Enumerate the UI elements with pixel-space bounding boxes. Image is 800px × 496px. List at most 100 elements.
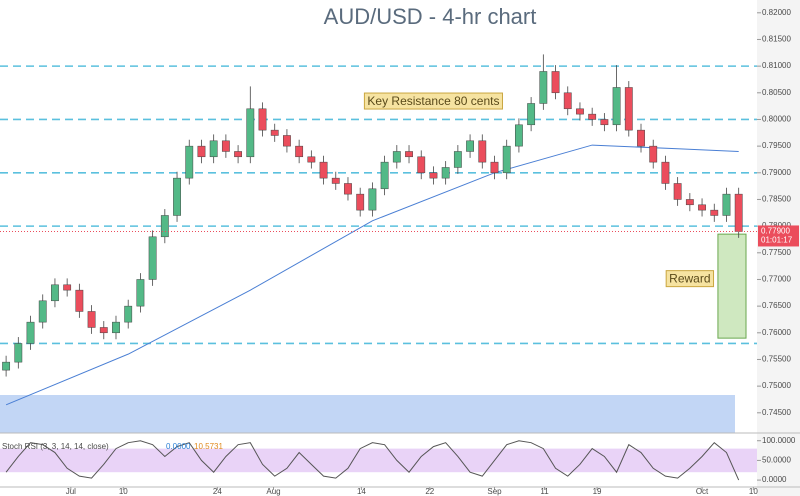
candle-body bbox=[51, 284, 59, 302]
candle-body bbox=[307, 156, 316, 163]
annotation-box bbox=[665, 270, 715, 288]
candle-body bbox=[490, 161, 499, 174]
candle-body bbox=[624, 87, 633, 131]
candle-body bbox=[551, 71, 560, 94]
last-price-box bbox=[758, 225, 799, 247]
candle-body bbox=[478, 140, 487, 163]
x-tick-label: 22 bbox=[425, 487, 434, 496]
candle-body bbox=[246, 108, 255, 158]
y-tick-label: 0.80000 bbox=[762, 115, 791, 124]
y-tick-label: 0.77500 bbox=[762, 248, 791, 257]
candle-body bbox=[344, 183, 352, 195]
candle-body bbox=[197, 145, 206, 158]
y-tick-label: 0.81000 bbox=[762, 61, 791, 70]
candle-body bbox=[209, 140, 218, 158]
candle-body bbox=[75, 289, 84, 312]
stoch-band bbox=[0, 448, 757, 473]
candle-body bbox=[2, 361, 11, 371]
y-tick-label: 0.76500 bbox=[762, 301, 791, 310]
candle-body bbox=[539, 71, 548, 104]
candle-body bbox=[14, 343, 23, 363]
candle-body bbox=[417, 156, 426, 174]
candle-body bbox=[63, 284, 72, 291]
candle-body bbox=[588, 113, 597, 120]
candle-body bbox=[405, 151, 413, 158]
x-tick-label: 10 bbox=[119, 487, 128, 496]
stoch-k-value: 0.0000 bbox=[166, 442, 191, 451]
annotation-box bbox=[363, 92, 503, 110]
chart-title: AUD/USD - 4-hr chart bbox=[324, 4, 537, 29]
stoch-tick-label: 50.0000 bbox=[762, 456, 791, 465]
candle-body bbox=[270, 129, 279, 136]
candle-body bbox=[124, 305, 133, 323]
candle-body bbox=[368, 188, 377, 211]
candle-body bbox=[576, 108, 584, 115]
stoch-tick-label: 100.0000 bbox=[762, 436, 796, 445]
candle-body bbox=[734, 193, 743, 232]
candle-body bbox=[380, 161, 389, 190]
y-tick-label: 0.74500 bbox=[762, 408, 791, 417]
candle-body bbox=[185, 145, 194, 179]
candle-body bbox=[221, 140, 230, 152]
candle-body bbox=[502, 145, 511, 174]
x-tick-label: 19 bbox=[593, 487, 602, 496]
candle-body bbox=[234, 151, 243, 158]
candle-body bbox=[283, 135, 291, 147]
candle-body bbox=[527, 103, 536, 126]
reward-zone bbox=[717, 233, 747, 339]
annotation: Key Resistance 80 cents bbox=[367, 94, 499, 108]
candle-body bbox=[26, 321, 35, 344]
candle-body bbox=[429, 172, 438, 179]
candle-body bbox=[612, 87, 621, 126]
candle-body bbox=[563, 92, 572, 110]
annotation: Reward bbox=[669, 272, 710, 286]
y-tick-label: 0.76000 bbox=[762, 328, 791, 337]
stoch-name: Stoch RSI (3, 3, 14, 14, close) bbox=[2, 442, 109, 451]
x-tick-label: 11 bbox=[540, 487, 549, 496]
candle-body bbox=[295, 145, 304, 158]
candle-body bbox=[99, 327, 108, 334]
y-tick-label: 0.79500 bbox=[762, 141, 791, 150]
x-tick-label: Jul bbox=[66, 487, 76, 496]
candle-body bbox=[87, 311, 96, 328]
candle-body bbox=[466, 140, 474, 152]
y-tick-label: 0.75500 bbox=[762, 355, 791, 364]
x-tick-label: 24 bbox=[213, 487, 222, 496]
y-tick-label: 0.78500 bbox=[762, 195, 791, 204]
countdown: 01:01:17 bbox=[761, 236, 793, 245]
candle-body bbox=[441, 167, 450, 179]
candle-body bbox=[38, 300, 47, 323]
y-tick-label: 0.82000 bbox=[762, 8, 791, 17]
candle-body bbox=[392, 151, 401, 163]
candle-body bbox=[319, 161, 328, 179]
stoch-k-line bbox=[5, 440, 740, 481]
candle-body bbox=[136, 279, 145, 307]
y-tick-label: 0.79000 bbox=[762, 168, 791, 177]
candle-body bbox=[356, 193, 365, 211]
candle-body bbox=[637, 129, 645, 147]
candle-body bbox=[722, 193, 731, 216]
y-tick-label: 0.75000 bbox=[762, 381, 791, 390]
y-tick-label: 0.80500 bbox=[762, 88, 791, 97]
x-tick-label: 14 bbox=[357, 487, 366, 496]
candle-body bbox=[148, 236, 157, 280]
stoch-d-value: 10.5731 bbox=[194, 442, 223, 451]
x-tick-label: Aug bbox=[266, 487, 280, 496]
candle-body bbox=[698, 204, 706, 211]
last-price-label: 0.77900 bbox=[761, 227, 790, 236]
candle-body bbox=[514, 124, 523, 147]
x-tick-label: Oct bbox=[696, 487, 709, 496]
candle-body bbox=[600, 119, 609, 126]
candle-body bbox=[258, 108, 267, 131]
candle-body bbox=[453, 151, 462, 168]
candle-body bbox=[661, 161, 670, 184]
candle-body bbox=[331, 177, 340, 184]
stoch-tick-label: 0.0000 bbox=[762, 475, 787, 484]
candle-body bbox=[685, 199, 694, 206]
candle-body bbox=[649, 145, 658, 163]
candle-body bbox=[160, 215, 169, 238]
y-tick-label: 0.77000 bbox=[762, 275, 791, 284]
x-tick-label: 10 bbox=[749, 487, 758, 496]
candle-body bbox=[673, 183, 682, 200]
